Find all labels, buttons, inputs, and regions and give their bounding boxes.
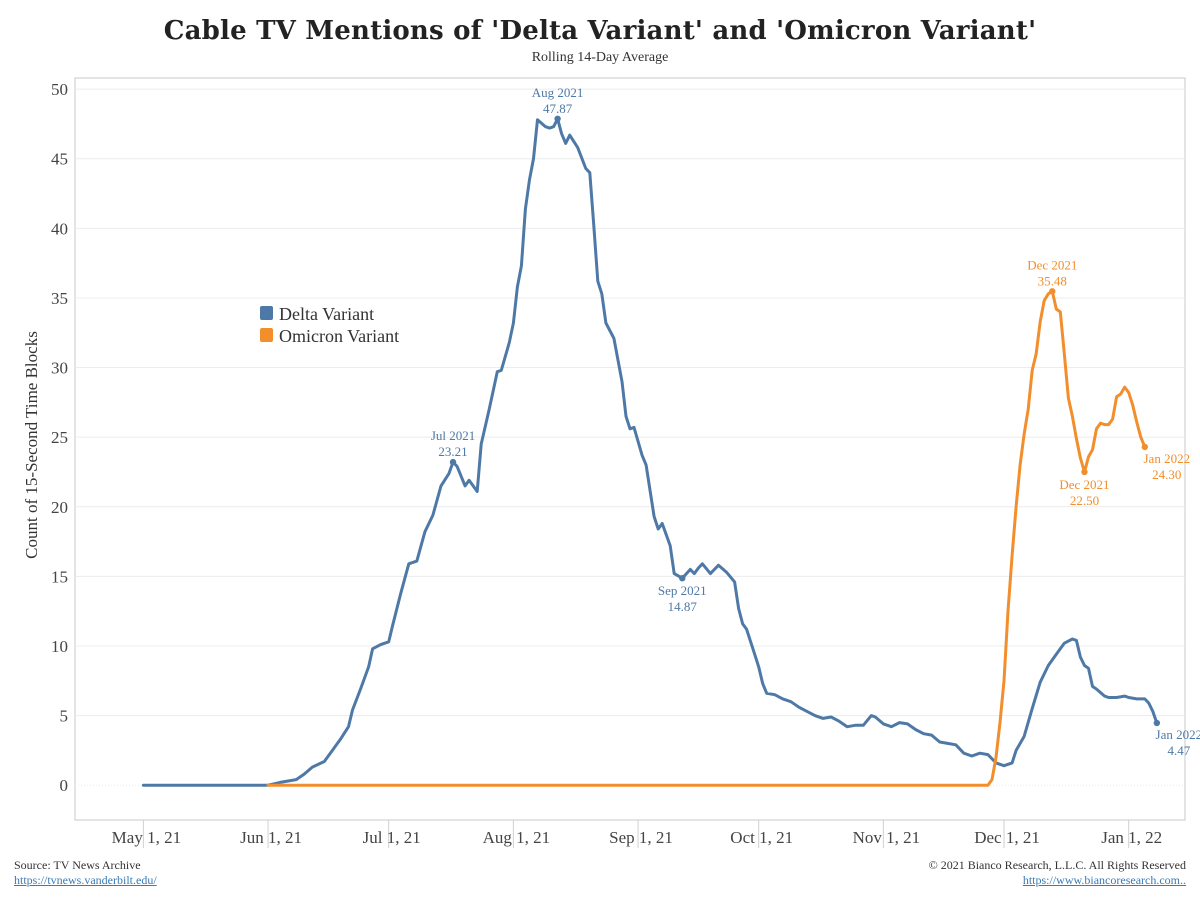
legend-label-omicron: Omicron Variant: [279, 326, 399, 346]
y-tick-label: 35: [51, 289, 68, 308]
y-axis: 0 5 10 15 20 25 30 35 40 45 50: [51, 80, 68, 795]
annotation-marker: [1081, 468, 1088, 476]
x-tick-label: May 1, 21: [112, 828, 181, 847]
annotation-label-value: 35.48: [1038, 273, 1067, 288]
annotation-label-date: Sep 2021: [658, 583, 707, 598]
source-label: Source: TV News Archive: [14, 858, 141, 872]
legend-item-omicron[interactable]: Omicron Variant: [260, 326, 399, 346]
y-tick-label: 10: [51, 637, 68, 656]
annotation-label-value: 47.87: [543, 101, 573, 116]
annotation-label-value: 22.50: [1070, 493, 1099, 508]
y-tick-label: 15: [51, 567, 68, 586]
annotation-marker: [554, 115, 561, 122]
annotation-label-value: 4.47: [1167, 743, 1190, 758]
y-tick-label: 20: [51, 498, 68, 517]
omicron-variant-line: [266, 289, 1147, 787]
y-tick-label: 25: [51, 428, 68, 447]
annotation-marker: [1049, 288, 1056, 295]
x-tick-label: Jun 1, 21: [240, 828, 302, 847]
annotation-label-value: 23.21: [438, 444, 467, 459]
y-tick-label: 5: [60, 707, 69, 726]
legend-item-delta[interactable]: Delta Variant: [260, 304, 374, 324]
x-tick-label: Oct 1, 21: [730, 828, 793, 847]
y-tick-label: 50: [51, 80, 68, 99]
x-axis: May 1, 21 Jun 1, 21 Jul 1, 21 Aug 1, 21 Sep …: [112, 820, 1162, 848]
x-tick-label: Sep 1, 21: [609, 828, 673, 847]
legend-label-delta: Delta Variant: [279, 304, 374, 324]
annotation-marker: [1141, 443, 1148, 451]
annotation-label-date: Aug 2021: [532, 85, 584, 100]
legend-swatch-omicron: [260, 328, 273, 342]
legend[interactable]: Delta Variant Omicron Variant: [260, 304, 399, 346]
annotation-marker: [1153, 719, 1161, 727]
source-link[interactable]: https://tvnews.vanderbilt.edu/: [14, 873, 157, 887]
y-tick-label: 30: [51, 359, 68, 378]
footer-source: Source: TV News Archive https://tvnews.v…: [14, 858, 157, 888]
x-tick-label: Jul 1, 21: [363, 828, 421, 847]
x-tick-label: Nov 1, 21: [853, 828, 921, 847]
chart-subtitle: Rolling 14-Day Average: [531, 50, 669, 65]
annotation-marker: [679, 574, 686, 582]
legend-swatch-delta: [260, 306, 273, 320]
annotation-label-date: Dec 2021: [1059, 477, 1109, 492]
x-tick-label: Aug 1, 21: [483, 828, 551, 847]
footer-copyright: © 2021 Bianco Research, L.L.C. All Right…: [929, 858, 1186, 888]
annotation-label-date: Jan 2022: [1143, 451, 1190, 466]
y-tick-label: 45: [51, 150, 68, 169]
copyright-text: © 2021 Bianco Research, L.L.C. All Right…: [928, 858, 1186, 872]
y-tick-label: 40: [51, 219, 68, 238]
annotation-label-value: 14.87: [668, 599, 698, 614]
x-tick-label: Jan 1, 22: [1101, 828, 1162, 847]
delta-variant-line: [141, 117, 1159, 787]
series: [141, 117, 1159, 787]
y-tick-label: 0: [60, 776, 69, 795]
gridlines: [75, 88, 1185, 786]
y-axis-label: Count of 15-Second Time Blocks: [22, 331, 41, 559]
chart-title: Cable TV Mentions of 'Delta Variant' and…: [163, 16, 1037, 46]
plot-frame: [74, 77, 1186, 821]
annotation-label-date: Dec 2021: [1027, 257, 1077, 272]
x-tick-label: Dec 1, 21: [974, 828, 1040, 847]
site-link[interactable]: https://www.biancoresearch.com..: [1022, 873, 1186, 887]
annotation-marker: [449, 458, 457, 466]
annotation-label-date: Jan 2022: [1156, 727, 1200, 742]
annotation-label-value: 24.30: [1152, 467, 1181, 482]
annotation-label-date: Jul 2021: [431, 428, 475, 443]
